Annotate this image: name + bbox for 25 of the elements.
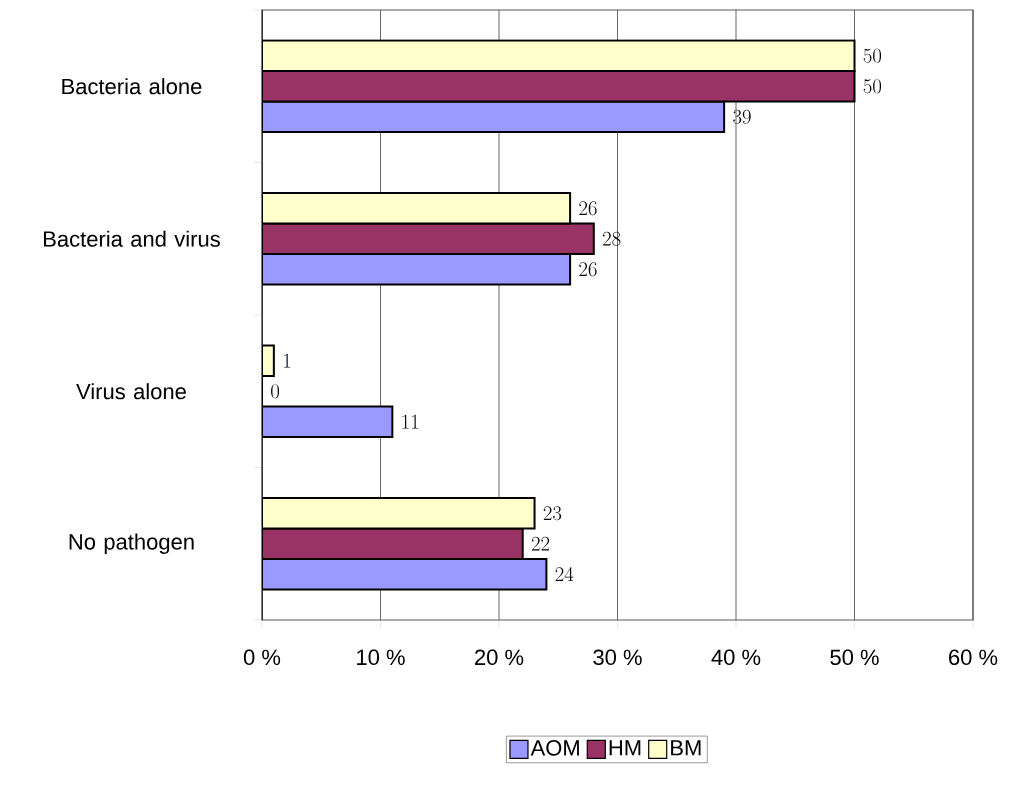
x-tick-label: 0 %	[243, 649, 281, 666]
x-tick-label: 20 %	[475, 649, 524, 666]
data-label: 50	[863, 48, 882, 63]
data-label: 50	[863, 79, 882, 94]
data-label: 11	[402, 414, 419, 429]
y-tick-label: Virus alone	[76, 383, 186, 400]
data-label: 1	[283, 353, 291, 368]
y-tick-label: No pathogen	[69, 533, 194, 554]
data-label: 24	[555, 567, 574, 581]
data-label: 22	[531, 536, 550, 551]
x-tick-label: 60 %	[949, 649, 998, 666]
legend-label: BM	[671, 740, 701, 756]
data-label: 26	[579, 262, 597, 277]
x-tick-label: 40 %	[711, 649, 761, 666]
x-tick-label: 50 %	[830, 649, 879, 666]
y-tick-label: Bacteria and virus	[44, 230, 220, 247]
data-label: 39	[733, 109, 751, 124]
y-tick-label: Bacteria alone	[62, 78, 202, 95]
data-label: 23	[543, 506, 562, 521]
data-label: 0	[271, 384, 280, 399]
legend-label: HM	[609, 740, 641, 756]
x-tick-label: 30 %	[593, 649, 642, 666]
x-tick-label: 10 %	[357, 649, 405, 666]
data-label: 26	[579, 201, 597, 216]
legend-label: AOM	[530, 740, 579, 756]
